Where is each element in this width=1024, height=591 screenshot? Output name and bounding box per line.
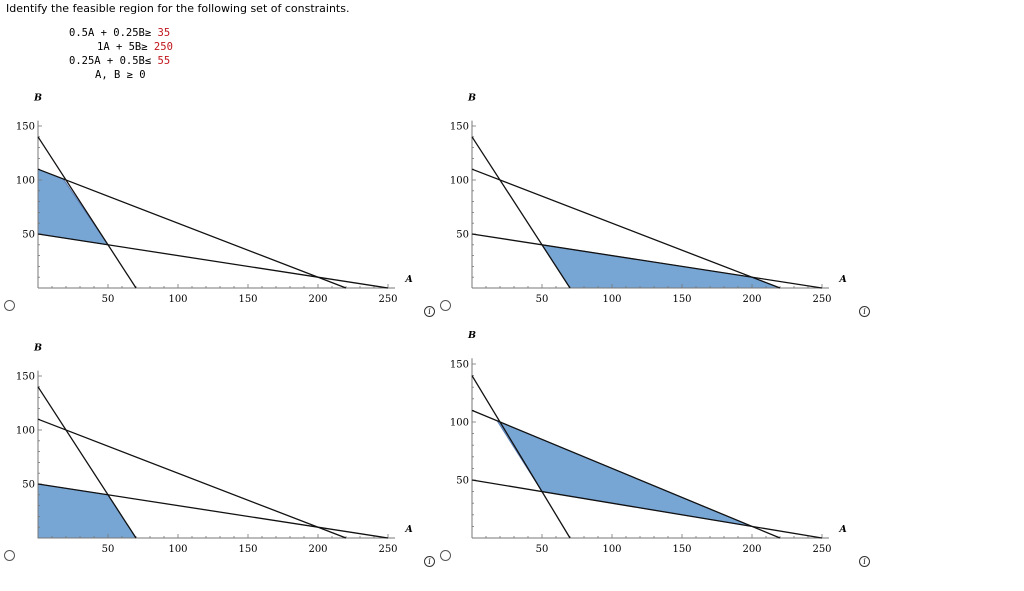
chart-plot-area: 50 100 150 200 250 50 100 150 A B (16, 93, 413, 305)
x-tick-label: 100 (602, 294, 621, 305)
constraint-lhs: 0.5A + 0.25B (69, 27, 145, 39)
constraint-line-1 (471, 375, 571, 539)
option-2-radio[interactable] (440, 300, 451, 311)
x-tick-label: 100 (168, 544, 187, 555)
option-3-radio[interactable] (4, 550, 15, 561)
constraint-rhs: 35 (157, 27, 171, 39)
y-tick-label: 100 (16, 426, 35, 437)
y-tick-label: 50 (22, 480, 35, 491)
x-tick-label: 250 (812, 294, 831, 305)
constraint-lhs: 0.25A + 0.5B (69, 55, 145, 67)
constraint-relation: ≥ (141, 41, 148, 53)
y-tick-label: 50 (456, 476, 469, 487)
x-tick-label: 50 (536, 544, 549, 555)
option-1-info-icon[interactable]: i (424, 306, 435, 317)
constraint-nonnegativity: A, B ≥ 0 (95, 69, 146, 81)
constraint-2: 1A + 5B≥ 250 (97, 41, 173, 53)
chart-plot-area: 50 100 150 200 250 50 100 150 A B (16, 343, 413, 555)
constraint-line-3 (471, 409, 781, 539)
option-2-info-icon[interactable]: i (859, 306, 870, 317)
y-tick-label: 150 (16, 372, 35, 383)
feasible-region (37, 168, 110, 246)
x-tick-label: 250 (812, 544, 831, 555)
y-axis-label: B (33, 343, 42, 354)
x-tick-label: 100 (168, 294, 187, 305)
option-1-radio[interactable] (4, 300, 15, 311)
constraint-line-1 (37, 386, 137, 539)
y-tick-label: 100 (450, 418, 469, 429)
constraint-1: 0.5A + 0.25B≥ 35 (69, 27, 170, 39)
x-tick-label: 150 (672, 544, 691, 555)
y-tick-label: 150 (16, 122, 35, 133)
constraint-rhs: 250 (153, 41, 173, 53)
constraint-line-2 (37, 233, 389, 289)
feasible-region (540, 244, 781, 289)
constraint-line-2 (37, 483, 389, 539)
x-tick-label: 50 (102, 544, 115, 555)
option-4-chart: 50 100 150 200 250 50 100 150 A B (450, 330, 847, 555)
x-tick-label: 200 (742, 294, 761, 305)
constraint-rhs: 0 (139, 69, 146, 81)
constraint-line-3 (471, 168, 781, 289)
x-tick-label: 200 (742, 544, 761, 555)
constraint-line-1 (37, 136, 137, 289)
y-tick-label: 150 (450, 360, 469, 371)
constraint-relation: ≥ (144, 27, 152, 39)
x-tick-label: 150 (238, 294, 257, 305)
constraint-3: 0.25A + 0.5B≤ 55 (69, 55, 170, 67)
y-axis-label: B (467, 93, 476, 104)
y-tick-label: 100 (16, 176, 35, 187)
x-axis-label: A (404, 524, 412, 535)
option-3-info-icon[interactable]: i (424, 556, 435, 567)
constraint-line-3 (37, 418, 347, 539)
x-tick-label: 250 (378, 294, 397, 305)
constraint-lhs: 1A + 5B (97, 41, 142, 53)
constraint-line-3 (37, 168, 347, 289)
y-tick-label: 50 (22, 230, 35, 241)
chart-plot-area: 50 100 150 200 250 50 100 150 A B (450, 93, 847, 305)
question-text: Identify the feasible region for the fol… (6, 2, 350, 15)
option-2-chart: 50 100 150 200 250 50 100 150 A B (450, 93, 847, 305)
x-axis-label: A (838, 274, 846, 285)
chart-plot-area: 50 100 150 200 250 50 100 150 A B (450, 330, 847, 555)
x-tick-label: 100 (602, 544, 621, 555)
x-tick-label: 150 (238, 544, 257, 555)
option-1-chart: 50 100 150 200 250 50 100 150 A B (16, 93, 413, 305)
y-tick-label: 100 (450, 176, 469, 187)
constraint-lhs: A, B (95, 69, 121, 81)
y-tick-label: 150 (450, 122, 469, 133)
option-4-radio[interactable] (440, 550, 451, 561)
option-4-info-icon[interactable]: i (859, 556, 870, 567)
constraint-relation: ≥ (126, 69, 133, 81)
y-axis-label: B (467, 330, 476, 341)
y-axis-label: B (33, 93, 42, 104)
y-tick-label: 50 (456, 230, 469, 241)
constraint-line-2 (471, 233, 823, 289)
x-tick-label: 150 (672, 294, 691, 305)
x-tick-label: 200 (308, 544, 327, 555)
x-tick-label: 200 (308, 294, 327, 305)
x-tick-label: 50 (536, 294, 549, 305)
x-tick-label: 250 (378, 544, 397, 555)
constraint-relation: ≤ (144, 55, 152, 67)
x-axis-label: A (838, 524, 846, 535)
constraint-line-2 (471, 479, 823, 539)
x-tick-label: 50 (102, 294, 115, 305)
x-axis-label: A (404, 274, 412, 285)
constraint-rhs: 55 (157, 55, 171, 67)
constraint-line-1 (471, 136, 571, 289)
option-3-chart: 50 100 150 200 250 50 100 150 A B (16, 343, 413, 555)
